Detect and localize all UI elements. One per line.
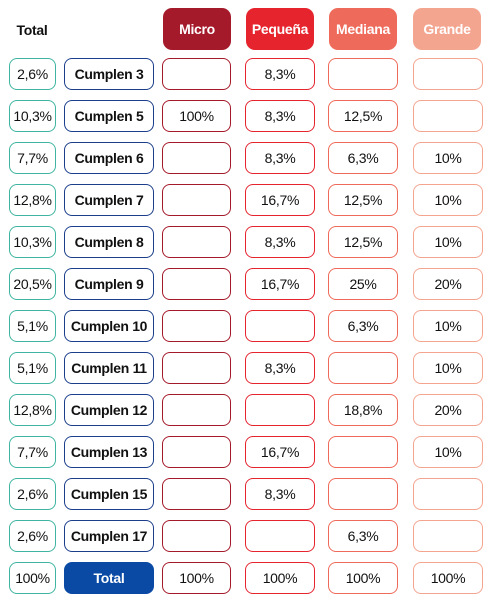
cell-micro — [162, 268, 231, 300]
cell-pequena: 8,3% — [245, 226, 315, 258]
cell-grande: 10% — [413, 436, 483, 468]
table-row: 12,8% Cumplen 7 16,7% 12,5% 10% — [0, 184, 490, 218]
cell-mediana: 12,5% — [328, 184, 398, 216]
cell-name: Cumplen 7 — [64, 184, 154, 216]
header-mediana: Mediana — [329, 8, 397, 50]
cell-name: Cumplen 3 — [64, 58, 154, 90]
header-micro: Micro — [163, 8, 231, 50]
totals-name: Total — [64, 562, 154, 594]
cell-mediana: 6,3% — [328, 310, 398, 342]
cell-name: Cumplen 17 — [64, 520, 154, 552]
cell-pequena — [245, 310, 315, 342]
table-row: 12,8% Cumplen 12 18,8% 20% — [0, 394, 490, 428]
cell-pequena: 16,7% — [245, 184, 315, 216]
cell-pequena: 16,7% — [245, 436, 315, 468]
cell-mediana: 12,5% — [328, 226, 398, 258]
table-row: 7,7% Cumplen 6 8,3% 6,3% 10% — [0, 142, 490, 176]
cell-grande: 20% — [413, 268, 483, 300]
totals-pequena: 100% — [245, 562, 315, 594]
cell-grande: 10% — [413, 310, 483, 342]
cell-total: 2,6% — [9, 520, 56, 552]
cell-total: 20,5% — [9, 268, 56, 300]
cell-total: 10,3% — [9, 100, 56, 132]
table-row: 5,1% Cumplen 10 6,3% 10% — [0, 310, 490, 344]
cell-name: Cumplen 5 — [64, 100, 154, 132]
cell-mediana — [328, 436, 398, 468]
table-row: 10,3% Cumplen 8 8,3% 12,5% 10% — [0, 226, 490, 260]
cell-pequena: 8,3% — [245, 352, 315, 384]
cell-name: Cumplen 13 — [64, 436, 154, 468]
cell-total: 10,3% — [9, 226, 56, 258]
cell-name: Cumplen 8 — [64, 226, 154, 258]
cell-pequena — [245, 520, 315, 552]
cell-total: 12,8% — [9, 394, 56, 426]
cell-mediana: 12,5% — [328, 100, 398, 132]
table-row: 2,6% Cumplen 17 6,3% — [0, 520, 490, 554]
totals-total: 100% — [9, 562, 56, 594]
cell-grande: 10% — [413, 142, 483, 174]
cell-grande — [413, 520, 483, 552]
cell-total: 5,1% — [9, 352, 56, 384]
totals-grande: 100% — [413, 562, 483, 594]
cell-micro — [162, 58, 231, 90]
cell-total: 7,7% — [9, 142, 56, 174]
table-row: 7,7% Cumplen 13 16,7% 10% — [0, 436, 490, 470]
cell-mediana: 18,8% — [328, 394, 398, 426]
cell-total: 7,7% — [9, 436, 56, 468]
totals-row: 100% Total 100% 100% 100% 100% — [0, 562, 490, 596]
cell-total: 2,6% — [9, 478, 56, 510]
cell-total: 12,8% — [9, 184, 56, 216]
cell-micro — [162, 436, 231, 468]
cell-name: Cumplen 6 — [64, 142, 154, 174]
cell-name: Cumplen 15 — [64, 478, 154, 510]
cell-micro — [162, 142, 231, 174]
totals-mediana: 100% — [328, 562, 398, 594]
cell-micro — [162, 520, 231, 552]
cell-micro — [162, 184, 231, 216]
cell-micro — [162, 394, 231, 426]
table-row: 2,6% Cumplen 3 8,3% — [0, 58, 490, 92]
cell-pequena — [245, 394, 315, 426]
cell-name: Cumplen 10 — [64, 310, 154, 342]
cell-pequena: 8,3% — [245, 58, 315, 90]
cell-micro — [162, 352, 231, 384]
cell-mediana — [328, 58, 398, 90]
cell-grande — [413, 478, 483, 510]
header-total-label: Total — [16, 22, 48, 38]
cell-name: Cumplen 9 — [64, 268, 154, 300]
cell-grande: 10% — [413, 226, 483, 258]
cell-micro — [162, 478, 231, 510]
cell-micro: 100% — [162, 100, 231, 132]
cell-mediana: 6,3% — [328, 142, 398, 174]
header-pequena: Pequeña — [246, 8, 314, 50]
cell-mediana — [328, 352, 398, 384]
cell-pequena: 8,3% — [245, 478, 315, 510]
cell-total: 2,6% — [9, 58, 56, 90]
cell-grande: 10% — [413, 352, 483, 384]
cell-mediana: 25% — [328, 268, 398, 300]
cell-total: 5,1% — [9, 310, 56, 342]
table-row: 10,3% Cumplen 5 100% 8,3% 12,5% — [0, 100, 490, 134]
table-row: 2,6% Cumplen 15 8,3% — [0, 478, 490, 512]
cell-micro — [162, 226, 231, 258]
cell-grande — [413, 58, 483, 90]
cell-grande: 20% — [413, 394, 483, 426]
cell-mediana: 6,3% — [328, 520, 398, 552]
cell-pequena: 16,7% — [245, 268, 315, 300]
cell-micro — [162, 310, 231, 342]
cell-name: Cumplen 11 — [64, 352, 154, 384]
cell-grande — [413, 100, 483, 132]
totals-micro: 100% — [162, 562, 231, 594]
cell-mediana — [328, 478, 398, 510]
cell-pequena: 8,3% — [245, 142, 315, 174]
header-grande: Grande — [413, 8, 481, 50]
cell-pequena: 8,3% — [245, 100, 315, 132]
cell-name: Cumplen 12 — [64, 394, 154, 426]
cell-grande: 10% — [413, 184, 483, 216]
table-row: 5,1% Cumplen 11 8,3% 10% — [0, 352, 490, 386]
table-row: 20,5% Cumplen 9 16,7% 25% 20% — [0, 268, 490, 302]
